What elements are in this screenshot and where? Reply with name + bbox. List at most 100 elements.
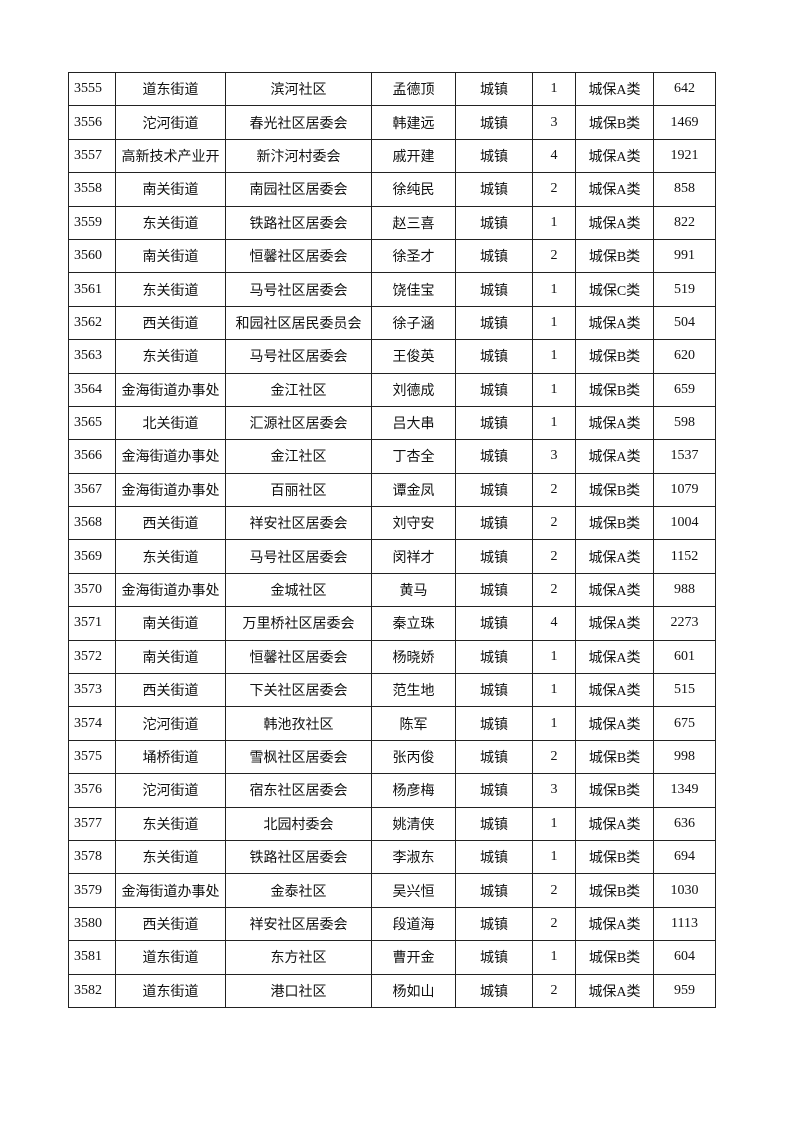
cell-community: 新汴河村委会 — [225, 138, 372, 174]
cell-household-size: 1 — [532, 706, 576, 741]
cell-name: 范生地 — [371, 673, 456, 708]
cell-community: 百丽社区 — [225, 472, 372, 508]
cell-amount: 1921 — [653, 138, 716, 174]
cell-street: 金海街道办事处 — [115, 873, 226, 908]
cell-community: 马号社区居委会 — [225, 272, 372, 307]
cell-community: 马号社区居委会 — [225, 339, 372, 374]
table-row: 3563 东关街道 马号社区居委会 王俊英 城镇 1 城保B类 620 — [68, 339, 716, 374]
cell-insurance-category: 城保A类 — [575, 138, 654, 174]
table-row: 3562 西关街道 和园社区居民委员会 徐子涵 城镇 1 城保A类 504 — [68, 305, 716, 341]
cell-household-size: 1 — [532, 372, 576, 407]
cell-street: 南关街道 — [115, 606, 226, 641]
cell-insurance-category: 城保A类 — [575, 172, 654, 207]
cell-household-type: 城镇 — [455, 839, 533, 875]
table-row: 3561 东关街道 马号社区居委会 饶佳宝 城镇 1 城保C类 519 — [68, 272, 716, 307]
cell-amount: 988 — [653, 572, 716, 608]
cell-row-number: 3564 — [68, 372, 116, 407]
cell-row-number: 3560 — [68, 238, 116, 274]
cell-household-type: 城镇 — [455, 539, 533, 574]
cell-row-number: 3557 — [68, 138, 116, 174]
cell-row-number: 3562 — [68, 305, 116, 341]
cell-insurance-category: 城保B类 — [575, 372, 654, 407]
cell-row-number: 3580 — [68, 906, 116, 942]
cell-insurance-category: 城保A类 — [575, 973, 654, 1008]
cell-row-number: 3567 — [68, 472, 116, 508]
cell-household-size: 1 — [532, 205, 576, 240]
cell-row-number: 3575 — [68, 739, 116, 775]
cell-insurance-category: 城保A类 — [575, 906, 654, 942]
cell-row-number: 3565 — [68, 405, 116, 441]
cell-name: 徐纯民 — [371, 172, 456, 207]
cell-insurance-category: 城保A类 — [575, 572, 654, 608]
cell-row-number: 3576 — [68, 773, 116, 808]
cell-insurance-category: 城保B类 — [575, 339, 654, 374]
cell-row-number: 3572 — [68, 639, 116, 675]
cell-row-number: 3568 — [68, 506, 116, 541]
cell-street: 北关街道 — [115, 405, 226, 441]
cell-household-type: 城镇 — [455, 506, 533, 541]
cell-row-number: 3555 — [68, 71, 116, 107]
cell-household-type: 城镇 — [455, 873, 533, 908]
cell-street: 南关街道 — [115, 172, 226, 207]
cell-household-type: 城镇 — [455, 71, 533, 107]
cell-amount: 822 — [653, 205, 716, 240]
table-row: 3572 南关街道 恒馨社区居委会 杨晓娇 城镇 1 城保A类 601 — [68, 639, 716, 675]
cell-street: 沱河街道 — [115, 105, 226, 140]
cell-household-size: 4 — [532, 138, 576, 174]
cell-name: 黄马 — [371, 572, 456, 608]
cell-insurance-category: 城保B类 — [575, 940, 654, 975]
cell-household-size: 3 — [532, 439, 576, 474]
cell-row-number: 3561 — [68, 272, 116, 307]
cell-household-size: 2 — [532, 506, 576, 541]
cell-name: 段道海 — [371, 906, 456, 942]
cell-community: 东方社区 — [225, 940, 372, 975]
cell-row-number: 3571 — [68, 606, 116, 641]
cell-insurance-category: 城保A类 — [575, 439, 654, 474]
cell-household-type: 城镇 — [455, 272, 533, 307]
cell-household-size: 2 — [532, 973, 576, 1008]
cell-amount: 504 — [653, 305, 716, 341]
cell-insurance-category: 城保A类 — [575, 639, 654, 675]
cell-row-number: 3558 — [68, 172, 116, 207]
cell-community: 韩池孜社区 — [225, 706, 372, 741]
cell-insurance-category: 城保B类 — [575, 506, 654, 541]
cell-household-size: 2 — [532, 539, 576, 574]
cell-amount: 642 — [653, 71, 716, 107]
cell-name: 韩建远 — [371, 105, 456, 140]
cell-street: 西关街道 — [115, 906, 226, 942]
cell-household-type: 城镇 — [455, 105, 533, 140]
cell-household-type: 城镇 — [455, 405, 533, 441]
cell-street: 金海街道办事处 — [115, 372, 226, 407]
cell-street: 东关街道 — [115, 539, 226, 574]
cell-community: 滨河社区 — [225, 71, 372, 107]
cell-amount: 959 — [653, 973, 716, 1008]
cell-row-number: 3581 — [68, 940, 116, 975]
cell-name: 丁杏全 — [371, 439, 456, 474]
cell-street: 沱河街道 — [115, 706, 226, 741]
cell-insurance-category: 城保A类 — [575, 673, 654, 708]
cell-household-size: 1 — [532, 71, 576, 107]
cell-household-size: 2 — [532, 238, 576, 274]
cell-household-type: 城镇 — [455, 906, 533, 942]
cell-street: 高新技术产业开 — [115, 138, 226, 174]
cell-street: 东关街道 — [115, 839, 226, 875]
cell-street: 东关街道 — [115, 806, 226, 841]
cell-street: 道东街道 — [115, 973, 226, 1008]
table-row: 3571 南关街道 万里桥社区居委会 秦立珠 城镇 4 城保A类 2273 — [68, 606, 716, 641]
table-row: 3564 金海街道办事处 金江社区 刘德成 城镇 1 城保B类 659 — [68, 372, 716, 407]
cell-street: 金海街道办事处 — [115, 572, 226, 608]
cell-household-type: 城镇 — [455, 606, 533, 641]
cell-street: 南关街道 — [115, 639, 226, 675]
cell-insurance-category: 城保B类 — [575, 238, 654, 274]
cell-name: 杨如山 — [371, 973, 456, 1008]
cell-name: 秦立珠 — [371, 606, 456, 641]
cell-household-type: 城镇 — [455, 572, 533, 608]
cell-row-number: 3574 — [68, 706, 116, 741]
cell-name: 赵三喜 — [371, 205, 456, 240]
cell-household-type: 城镇 — [455, 706, 533, 741]
cell-community: 金江社区 — [225, 439, 372, 474]
cell-amount: 694 — [653, 839, 716, 875]
cell-household-type: 城镇 — [455, 472, 533, 508]
cell-name: 李淑东 — [371, 839, 456, 875]
table-row: 3558 南关街道 南园社区居委会 徐纯民 城镇 2 城保A类 858 — [68, 172, 716, 207]
